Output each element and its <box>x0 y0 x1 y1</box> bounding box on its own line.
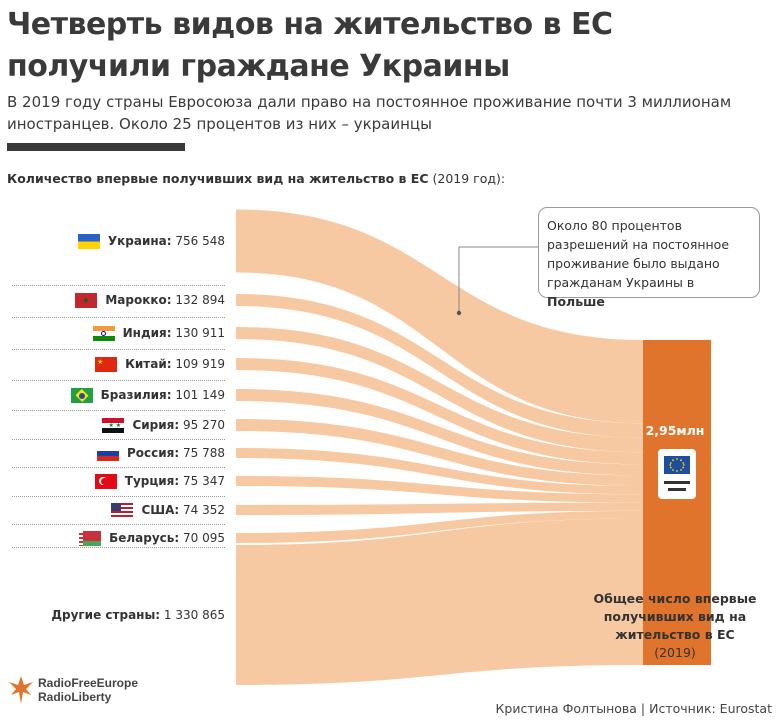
flow-8 <box>236 476 643 503</box>
source-label: ★ Марокко: 132 894 <box>75 291 225 309</box>
flow-4 <box>236 358 643 465</box>
source-value: 756 548 <box>171 234 225 248</box>
source-text: Россия: 75 788 <box>127 446 225 460</box>
flow-6 <box>236 419 643 487</box>
flow-9 <box>236 502 643 515</box>
source-text: Турция: 75 347 <box>125 474 225 488</box>
source-name: Сирия: <box>132 418 180 432</box>
syria-flag-icon: ★ ★ <box>102 417 125 433</box>
source-label: Индия: 130 911 <box>92 324 225 342</box>
source-value: 75 347 <box>179 474 225 488</box>
page-title: Четверть видов на жительство в ЕС получи… <box>7 7 613 84</box>
source-label: Бразилия: 101 149 <box>70 386 225 404</box>
source-text: Марокко: 132 894 <box>105 293 225 307</box>
source-name: Другие страны: <box>51 608 161 622</box>
chart-heading-bold: Количество впервые получивших вид на жит… <box>7 171 429 186</box>
flow-7 <box>236 448 643 495</box>
row-separator <box>12 496 225 497</box>
page-subtitle: В 2019 году страны Евросоюза дали право … <box>7 93 732 133</box>
callout-pointer <box>458 246 538 313</box>
source-value: 101 149 <box>171 388 225 402</box>
usa-flag-icon <box>111 502 134 518</box>
china-flag-icon: ★ <box>95 356 118 372</box>
brazil-flag-icon <box>70 387 93 403</box>
credits: Кристина Фолтынова | Источник: Eurostat <box>495 701 772 716</box>
total-value: 2,95млн <box>645 423 705 438</box>
source-name: Беларусь: <box>109 531 180 545</box>
belarus-flag-icon <box>79 530 102 546</box>
source-value: 130 911 <box>171 326 225 340</box>
row-separator <box>12 285 225 286</box>
source-value: 75 788 <box>179 446 225 460</box>
source-label: ★ ★ Сирия: 95 270 <box>102 416 225 434</box>
ukraine-flag-icon <box>77 233 100 249</box>
source-name: Украина: <box>107 234 172 248</box>
row-separator <box>12 317 225 318</box>
india-flag-icon <box>92 325 115 341</box>
total-label: Общее число впервые получивших вид на жи… <box>580 590 770 662</box>
russia-flag-icon <box>97 445 119 461</box>
morocco-flag-icon: ★ <box>75 292 98 308</box>
row-separator <box>12 439 225 440</box>
total-label-year: (2019) <box>654 645 696 660</box>
turkey-flag-icon <box>94 473 117 489</box>
title-rule <box>7 143 185 151</box>
source-name: Индия: <box>122 326 172 340</box>
source-name: США: <box>141 503 180 517</box>
residence-card-icon <box>658 449 696 499</box>
source-text: Беларусь: 70 095 <box>109 531 225 545</box>
brand-line2: RadioLiberty <box>38 690 112 704</box>
source-value: 132 894 <box>171 293 225 307</box>
callout-dot <box>456 310 462 316</box>
row-separator <box>12 349 225 350</box>
callout-text: Около 80 процентов разрешений на постоян… <box>547 218 730 290</box>
source-value: 74 352 <box>179 503 225 517</box>
source-name: Марокко: <box>105 293 172 307</box>
source-label: ★ Китай: 109 919 <box>95 355 225 373</box>
source-value: 1 330 865 <box>160 608 225 622</box>
callout-box: Около 80 процентов разрешений на постоян… <box>538 207 760 309</box>
source-label: Россия: 75 788 <box>97 444 225 462</box>
flow-3 <box>236 327 643 453</box>
source-value: 95 270 <box>179 418 225 432</box>
flow-5 <box>236 389 643 476</box>
source-text: Другие страны: 1 330 865 <box>51 608 225 622</box>
chart-heading-normal: (2019 год): <box>428 171 506 186</box>
callout-bold: Польше <box>547 294 605 309</box>
row-separator <box>12 524 225 525</box>
flow-2 <box>236 294 643 438</box>
source-name: Турция: <box>124 474 180 488</box>
flow-11 <box>236 518 643 685</box>
source-label: Беларусь: 70 095 <box>79 529 225 547</box>
row-separator <box>12 467 225 468</box>
source-label: США: 74 352 <box>111 501 225 519</box>
source-name: Россия: <box>127 446 180 460</box>
brand-line1: RadioFreeEurope <box>38 676 139 690</box>
source-label: Украина: 756 548 <box>77 232 225 250</box>
source-text: Китай: 109 919 <box>125 357 225 371</box>
flow-1 <box>236 209 643 424</box>
brand-logo: RadioFreeEurope RadioLiberty <box>8 675 138 705</box>
row-separator <box>12 410 225 411</box>
source-text: Сирия: 95 270 <box>132 418 225 432</box>
source-text: Украина: 756 548 <box>108 234 225 248</box>
total-label-bold: Общее число впервые получивших вид на жи… <box>593 591 757 642</box>
row-separator <box>12 547 225 548</box>
torch-icon <box>9 676 33 704</box>
source-label: Турция: 75 347 <box>94 472 225 490</box>
source-text: США: 74 352 <box>141 503 225 517</box>
source-value: 70 095 <box>179 531 225 545</box>
source-text: Бразилия: 101 149 <box>101 388 225 402</box>
row-separator <box>12 380 225 381</box>
source-name: Китай: <box>125 357 172 371</box>
total-bar <box>643 340 711 665</box>
flow-10 <box>236 510 643 543</box>
source-text: Индия: 130 911 <box>123 326 225 340</box>
source-label: Другие страны: 1 330 865 <box>51 606 225 624</box>
source-value: 109 919 <box>171 357 225 371</box>
source-name: Бразилия: <box>100 388 172 402</box>
chart-heading: Количество впервые получивших вид на жит… <box>7 171 505 186</box>
